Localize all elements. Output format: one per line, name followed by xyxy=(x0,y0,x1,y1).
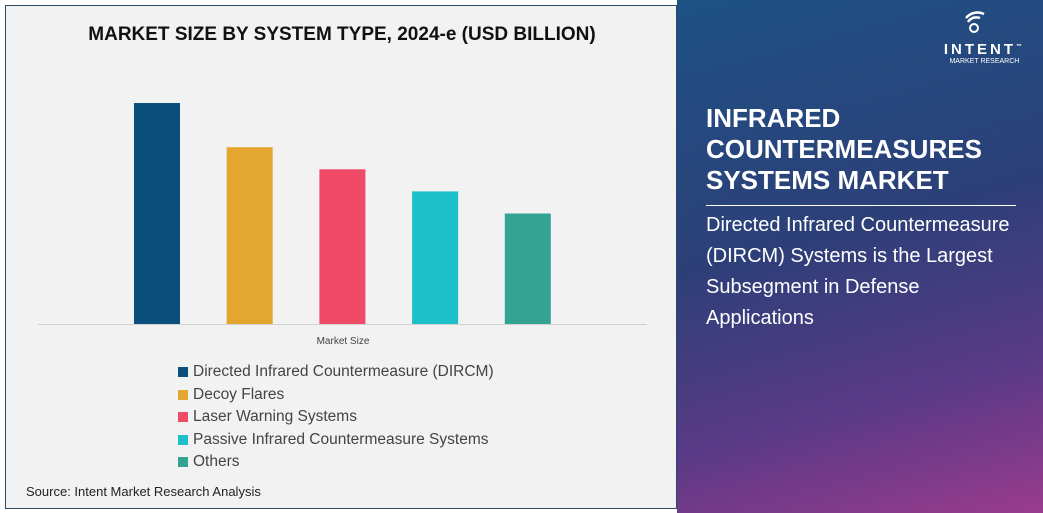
legend-label: Decoy Flares xyxy=(193,385,285,403)
legend-item: Passive Infrared Countermeasure Systems xyxy=(178,429,494,452)
source-note: Source: Intent Market Research Analysis xyxy=(26,484,261,499)
legend-label: Directed Infrared Countermeasure (DIRCM) xyxy=(193,363,494,381)
legend-swatch xyxy=(178,367,188,378)
report-title: INFRARED COUNTERMEASURES SYSTEMS MARKET xyxy=(706,103,982,195)
bar-3 xyxy=(412,191,459,324)
legend-swatch xyxy=(178,389,188,400)
legend-label: Passive Infrared Countermeasure Systems xyxy=(193,430,489,448)
divider xyxy=(706,205,1016,206)
side-panel: INTENT™ MARKET RESEARCH INFRARED COUNTER… xyxy=(677,0,1043,513)
legend-item: Decoy Flares xyxy=(178,384,494,407)
signal-icon xyxy=(965,11,985,33)
legend-item: Others xyxy=(178,451,494,474)
legend: Directed Infrared Countermeasure (DIRCM)… xyxy=(178,361,494,474)
legend-label: Laser Warning Systems xyxy=(193,408,357,426)
logo-tm: ™ xyxy=(1016,44,1025,50)
chart-title: MARKET SIZE BY SYSTEM TYPE, 2024-e (USD … xyxy=(88,24,596,45)
bar-0 xyxy=(134,103,180,324)
bar-4 xyxy=(504,213,551,324)
bar-1 xyxy=(226,147,273,324)
legend-item: Directed Infrared Countermeasure (DIRCM) xyxy=(178,361,494,384)
legend-swatch xyxy=(178,434,188,445)
legend-item: Laser Warning Systems xyxy=(178,406,494,429)
logo-name: INTENT xyxy=(943,41,1016,58)
bar-chart: Market Size xyxy=(38,103,647,347)
chart-panel: MARKET SIZE BY SYSTEM TYPE, 2024-e (USD … xyxy=(5,5,677,509)
logo: INTENT™ MARKET RESEARCH xyxy=(944,10,1025,65)
legend-swatch xyxy=(178,412,188,423)
x-axis-label: Market Size xyxy=(317,336,370,347)
report-subtitle: Directed Infrared Countermeasure (DIRCM)… xyxy=(706,214,1010,329)
logo-sub: MARKET RESEARCH xyxy=(949,58,1020,65)
bar-2 xyxy=(319,169,366,324)
legend-label: Others xyxy=(193,453,240,471)
legend-swatch xyxy=(178,457,188,468)
